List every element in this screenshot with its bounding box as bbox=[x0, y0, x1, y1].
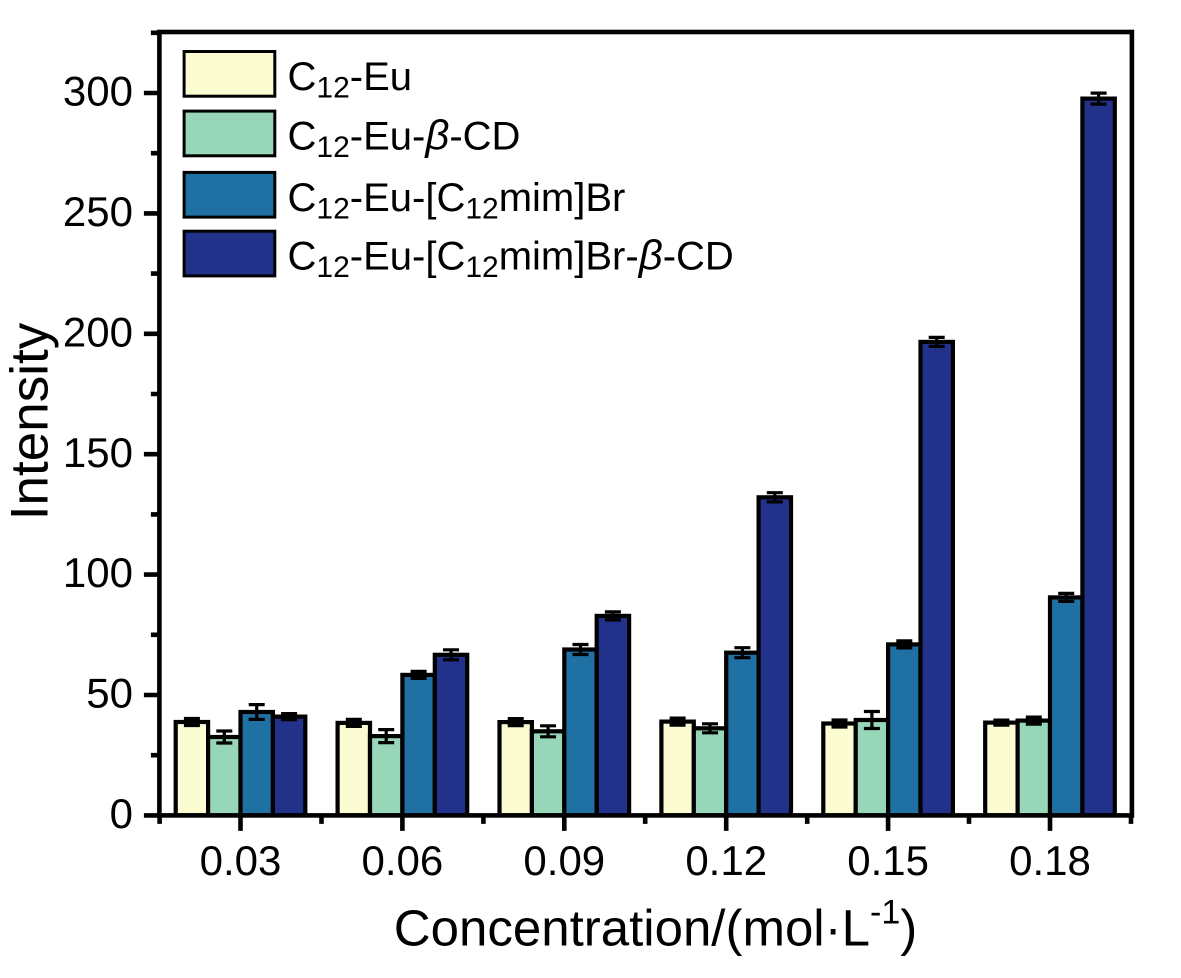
svg-text:200: 200 bbox=[63, 308, 133, 355]
svg-text:0.03: 0.03 bbox=[200, 837, 282, 884]
svg-text:C12-Eu: C12-Eu bbox=[288, 55, 413, 105]
svg-text:150: 150 bbox=[63, 429, 133, 476]
svg-text:250: 250 bbox=[63, 188, 133, 235]
svg-text:C12-Eu-[C12mim]Br-β-CD: C12-Eu-[C12mim]Br-β-CD bbox=[288, 232, 734, 285]
svg-text:0.18: 0.18 bbox=[1009, 837, 1091, 884]
svg-text:50: 50 bbox=[86, 670, 133, 717]
svg-text:C12-Eu-β-CD: C12-Eu-β-CD bbox=[288, 112, 521, 165]
svg-text:300: 300 bbox=[63, 68, 133, 115]
svg-text:0.15: 0.15 bbox=[847, 837, 929, 884]
svg-text:Concentration/(mol·L-1): Concentration/(mol·L-1) bbox=[394, 894, 917, 957]
svg-text:0.12: 0.12 bbox=[685, 837, 767, 884]
svg-text:0: 0 bbox=[110, 790, 133, 837]
svg-text:0.06: 0.06 bbox=[362, 837, 444, 884]
svg-text:Intensity: Intensity bbox=[1, 322, 60, 520]
svg-text:0.09: 0.09 bbox=[523, 837, 605, 884]
svg-text:100: 100 bbox=[63, 549, 133, 596]
